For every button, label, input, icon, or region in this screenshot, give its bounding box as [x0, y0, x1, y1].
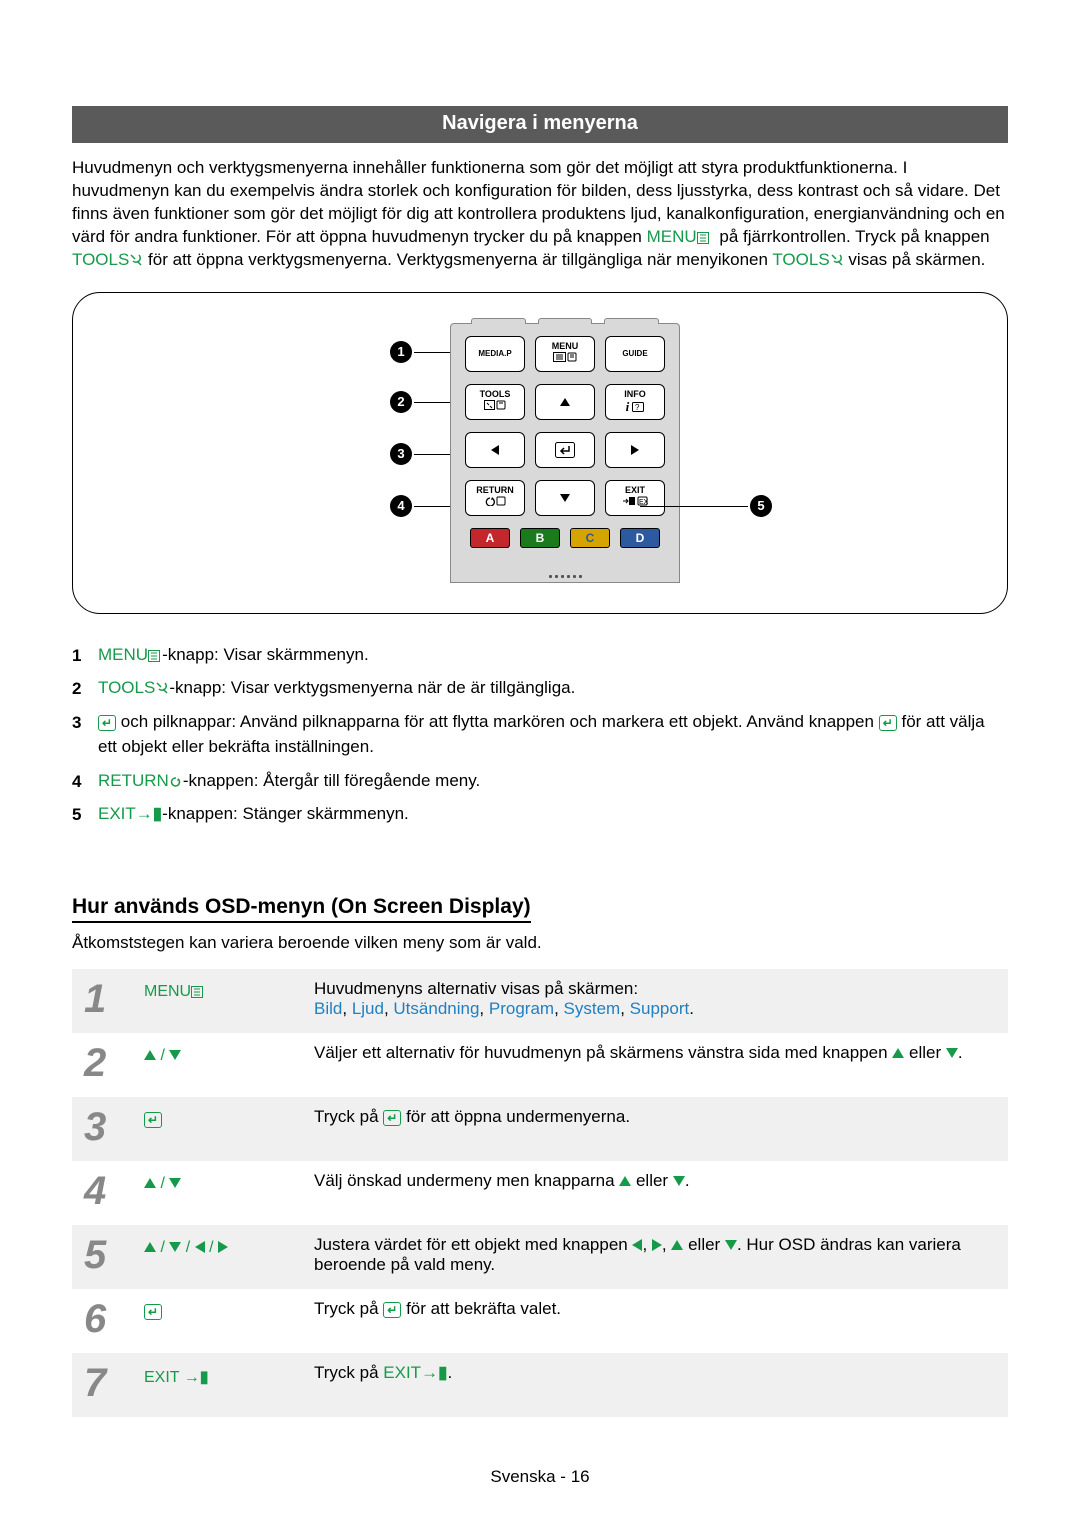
intro-text-d: visas på skärmen. [844, 250, 986, 269]
menu-label: MENU [98, 645, 162, 664]
list-item-1: 1MENU-knapp: Visar skärmmenyn. [72, 642, 1008, 668]
remote-body: MEDIA.P MENU GUIDE TOOLS INFOi ? RETURN [450, 323, 680, 583]
page-footer: Svenska - 16 [72, 1467, 1008, 1487]
intro-paragraph: Huvudmenyn och verktygsmenyerna innehåll… [72, 157, 1008, 272]
step-row-3: 3 ↵ Tryck på ↵ för att öppna undermenyer… [72, 1097, 1008, 1161]
callout-2: 2 [390, 391, 412, 413]
mediap-button: MEDIA.P [465, 336, 525, 372]
tools-keyword-2: TOOLS [772, 250, 843, 269]
step-row-1: 1 MENU Huvudmenyns alternativ visas på s… [72, 969, 1008, 1033]
step1-desc: Huvudmenyns alternativ visas på skärmen:… [302, 969, 1008, 1033]
step3-desc: Tryck på ↵ för att öppna undermenyerna. [302, 1097, 1008, 1161]
osd-intro: Åtkomststegen kan variera beroende vilke… [72, 933, 1008, 953]
callout-3: 3 [390, 443, 412, 465]
enter-icon: ↵ [144, 1112, 162, 1128]
tools-keyword: TOOLS [72, 250, 143, 269]
menu-button: MENU [535, 336, 595, 372]
step5-desc: Justera värdet för ett objekt med knappe… [302, 1225, 1008, 1289]
callouts-left: 1 2 3 4 [290, 323, 420, 583]
color-buttons-row: A B C D [461, 528, 669, 548]
color-c: C [570, 528, 610, 548]
list-item-4: 4RETURN-knappen: Återgår till föregående… [72, 768, 1008, 794]
step-row-6: 6 ↵ Tryck på ↵ för att bekräfta valet. [72, 1289, 1008, 1353]
callout-1: 1 [390, 341, 412, 363]
osd-steps-table: 1 MENU Huvudmenyns alternativ visas på s… [72, 969, 1008, 1417]
return-button: RETURN [465, 480, 525, 516]
down-icon [169, 1050, 181, 1060]
left-button [465, 432, 525, 468]
callout-4: 4 [390, 495, 412, 517]
exit-button: EXITEX [605, 480, 665, 516]
down-button [535, 480, 595, 516]
right-button [605, 432, 665, 468]
step2-desc: Väljer ett alternativ för huvudmenyn på … [302, 1033, 1008, 1097]
enter-icon: ↵ [879, 715, 897, 731]
up-icon [144, 1050, 156, 1060]
color-d: D [620, 528, 660, 548]
up-button [535, 384, 595, 420]
osd-section-heading: Hur används OSD-menyn (On Screen Display… [72, 895, 531, 923]
color-a: A [470, 528, 510, 548]
guide-button: GUIDE [605, 336, 665, 372]
tools-label: TOOLS [98, 678, 169, 697]
intro-text-b: på fjärrkontrollen. Tryck på knappen [715, 227, 990, 246]
list-item-3: 3↵ och pilknappar: Använd pilknapparna f… [72, 709, 1008, 760]
enter-button [535, 432, 595, 468]
step-row-2: 2 / Väljer ett alternativ för huvudmenyn… [72, 1033, 1008, 1097]
title-bar: Navigera i menyerna [72, 106, 1008, 143]
callouts-right: 5 [710, 323, 790, 583]
svg-text:?: ? [635, 403, 640, 412]
intro-text-c: för att öppna verktygsmenyerna. Verktygs… [143, 250, 772, 269]
list-item-2: 2TOOLS-knapp: Visar verktygsmenyerna när… [72, 675, 1008, 701]
button-description-list: 1MENU-knapp: Visar skärmmenyn. 2TOOLS-kn… [72, 642, 1008, 827]
color-b: B [520, 528, 560, 548]
return-label: RETURN [98, 771, 183, 790]
step-row-5: 5 / / / Justera värdet för ett objekt me… [72, 1225, 1008, 1289]
tools-button: TOOLS [465, 384, 525, 420]
step6-desc: Tryck på ↵ för att bekräfta valet. [302, 1289, 1008, 1353]
remote-diagram-frame: 1 2 3 4 MEDIA.P MENU GUIDE TOOLS [72, 292, 1008, 614]
step4-desc: Välj önskad undermeny men knapparna elle… [302, 1161, 1008, 1225]
menu-keyword: MENU [647, 227, 715, 246]
callout-5: 5 [750, 495, 772, 517]
enter-icon: ↵ [98, 715, 116, 731]
exit-label: EXIT→▮ [98, 804, 162, 823]
info-button: INFOi ? [605, 384, 665, 420]
step-row-4: 4 / Välj önskad undermeny men knapparna … [72, 1161, 1008, 1225]
step7-desc: Tryck på EXIT→▮. [302, 1353, 1008, 1417]
step1-key: MENU [144, 983, 205, 1000]
step-row-7: 7 EXIT →▮ Tryck på EXIT→▮. [72, 1353, 1008, 1417]
list-item-5: 5EXIT→▮-knappen: Stänger skärmmenyn. [72, 801, 1008, 827]
